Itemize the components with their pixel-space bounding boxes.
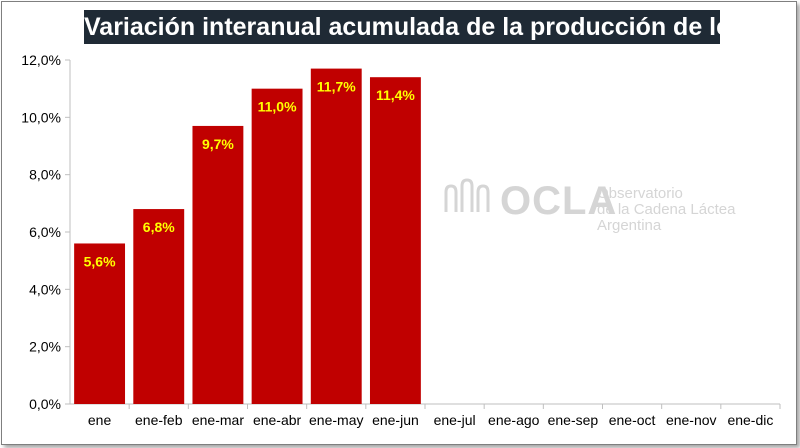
x-tick-label: ene-may: [309, 412, 363, 428]
x-tick-label: ene-jul: [434, 412, 476, 428]
bar-data-label: 5,6%: [84, 253, 116, 269]
x-tick-label: ene-mar: [192, 412, 244, 428]
x-tick-label: ene-sep: [548, 412, 599, 428]
x-tick-label: ene-jun: [372, 412, 419, 428]
chart-title: Variación interanual acumulada de la pro…: [84, 10, 773, 44]
bar-data-label: 11,0%: [258, 99, 297, 115]
bar-data-label: 6,8%: [143, 219, 175, 235]
watermark-line1: Observatorio: [597, 185, 683, 202]
x-tick-label: ene-oct: [609, 412, 656, 428]
y-tick-label: 4,0%: [29, 281, 61, 297]
bar: [192, 125, 244, 404]
watermark-brand: OCLA: [500, 179, 617, 223]
bar: [74, 243, 126, 404]
y-tick-label: 0,0%: [29, 396, 61, 412]
y-tick-label: 12,0%: [21, 52, 61, 68]
y-tick-label: 6,0%: [29, 224, 61, 240]
bar: [251, 88, 303, 405]
y-tick-label: 2,0%: [29, 339, 61, 355]
x-tick-label: ene-ago: [488, 412, 540, 428]
x-tick-label: ene-feb: [135, 412, 183, 428]
bar-data-label: 9,7%: [202, 136, 234, 152]
y-tick-label: 10,0%: [21, 109, 61, 125]
bar-data-label: 11,7%: [317, 79, 356, 95]
x-tick-label: ene-dic: [727, 412, 773, 428]
x-tick-label: ene-abr: [253, 412, 302, 428]
watermark-line3: Argentina: [597, 217, 662, 234]
y-tick-label: 8,0%: [29, 167, 61, 183]
watermark-line2: de la Cadena Láctea: [597, 201, 736, 218]
x-tick-label: ene: [88, 412, 112, 428]
milk-waves-icon: [444, 178, 490, 212]
bar: [369, 77, 421, 404]
bar-data-label: 11,4%: [376, 87, 415, 103]
x-tick-label: ene-nov: [666, 412, 717, 428]
bar: [133, 209, 185, 404]
ocla-watermark: OCLA Observatorio de la Cadena Láctea Ar…: [444, 178, 736, 234]
bar: [310, 68, 362, 404]
